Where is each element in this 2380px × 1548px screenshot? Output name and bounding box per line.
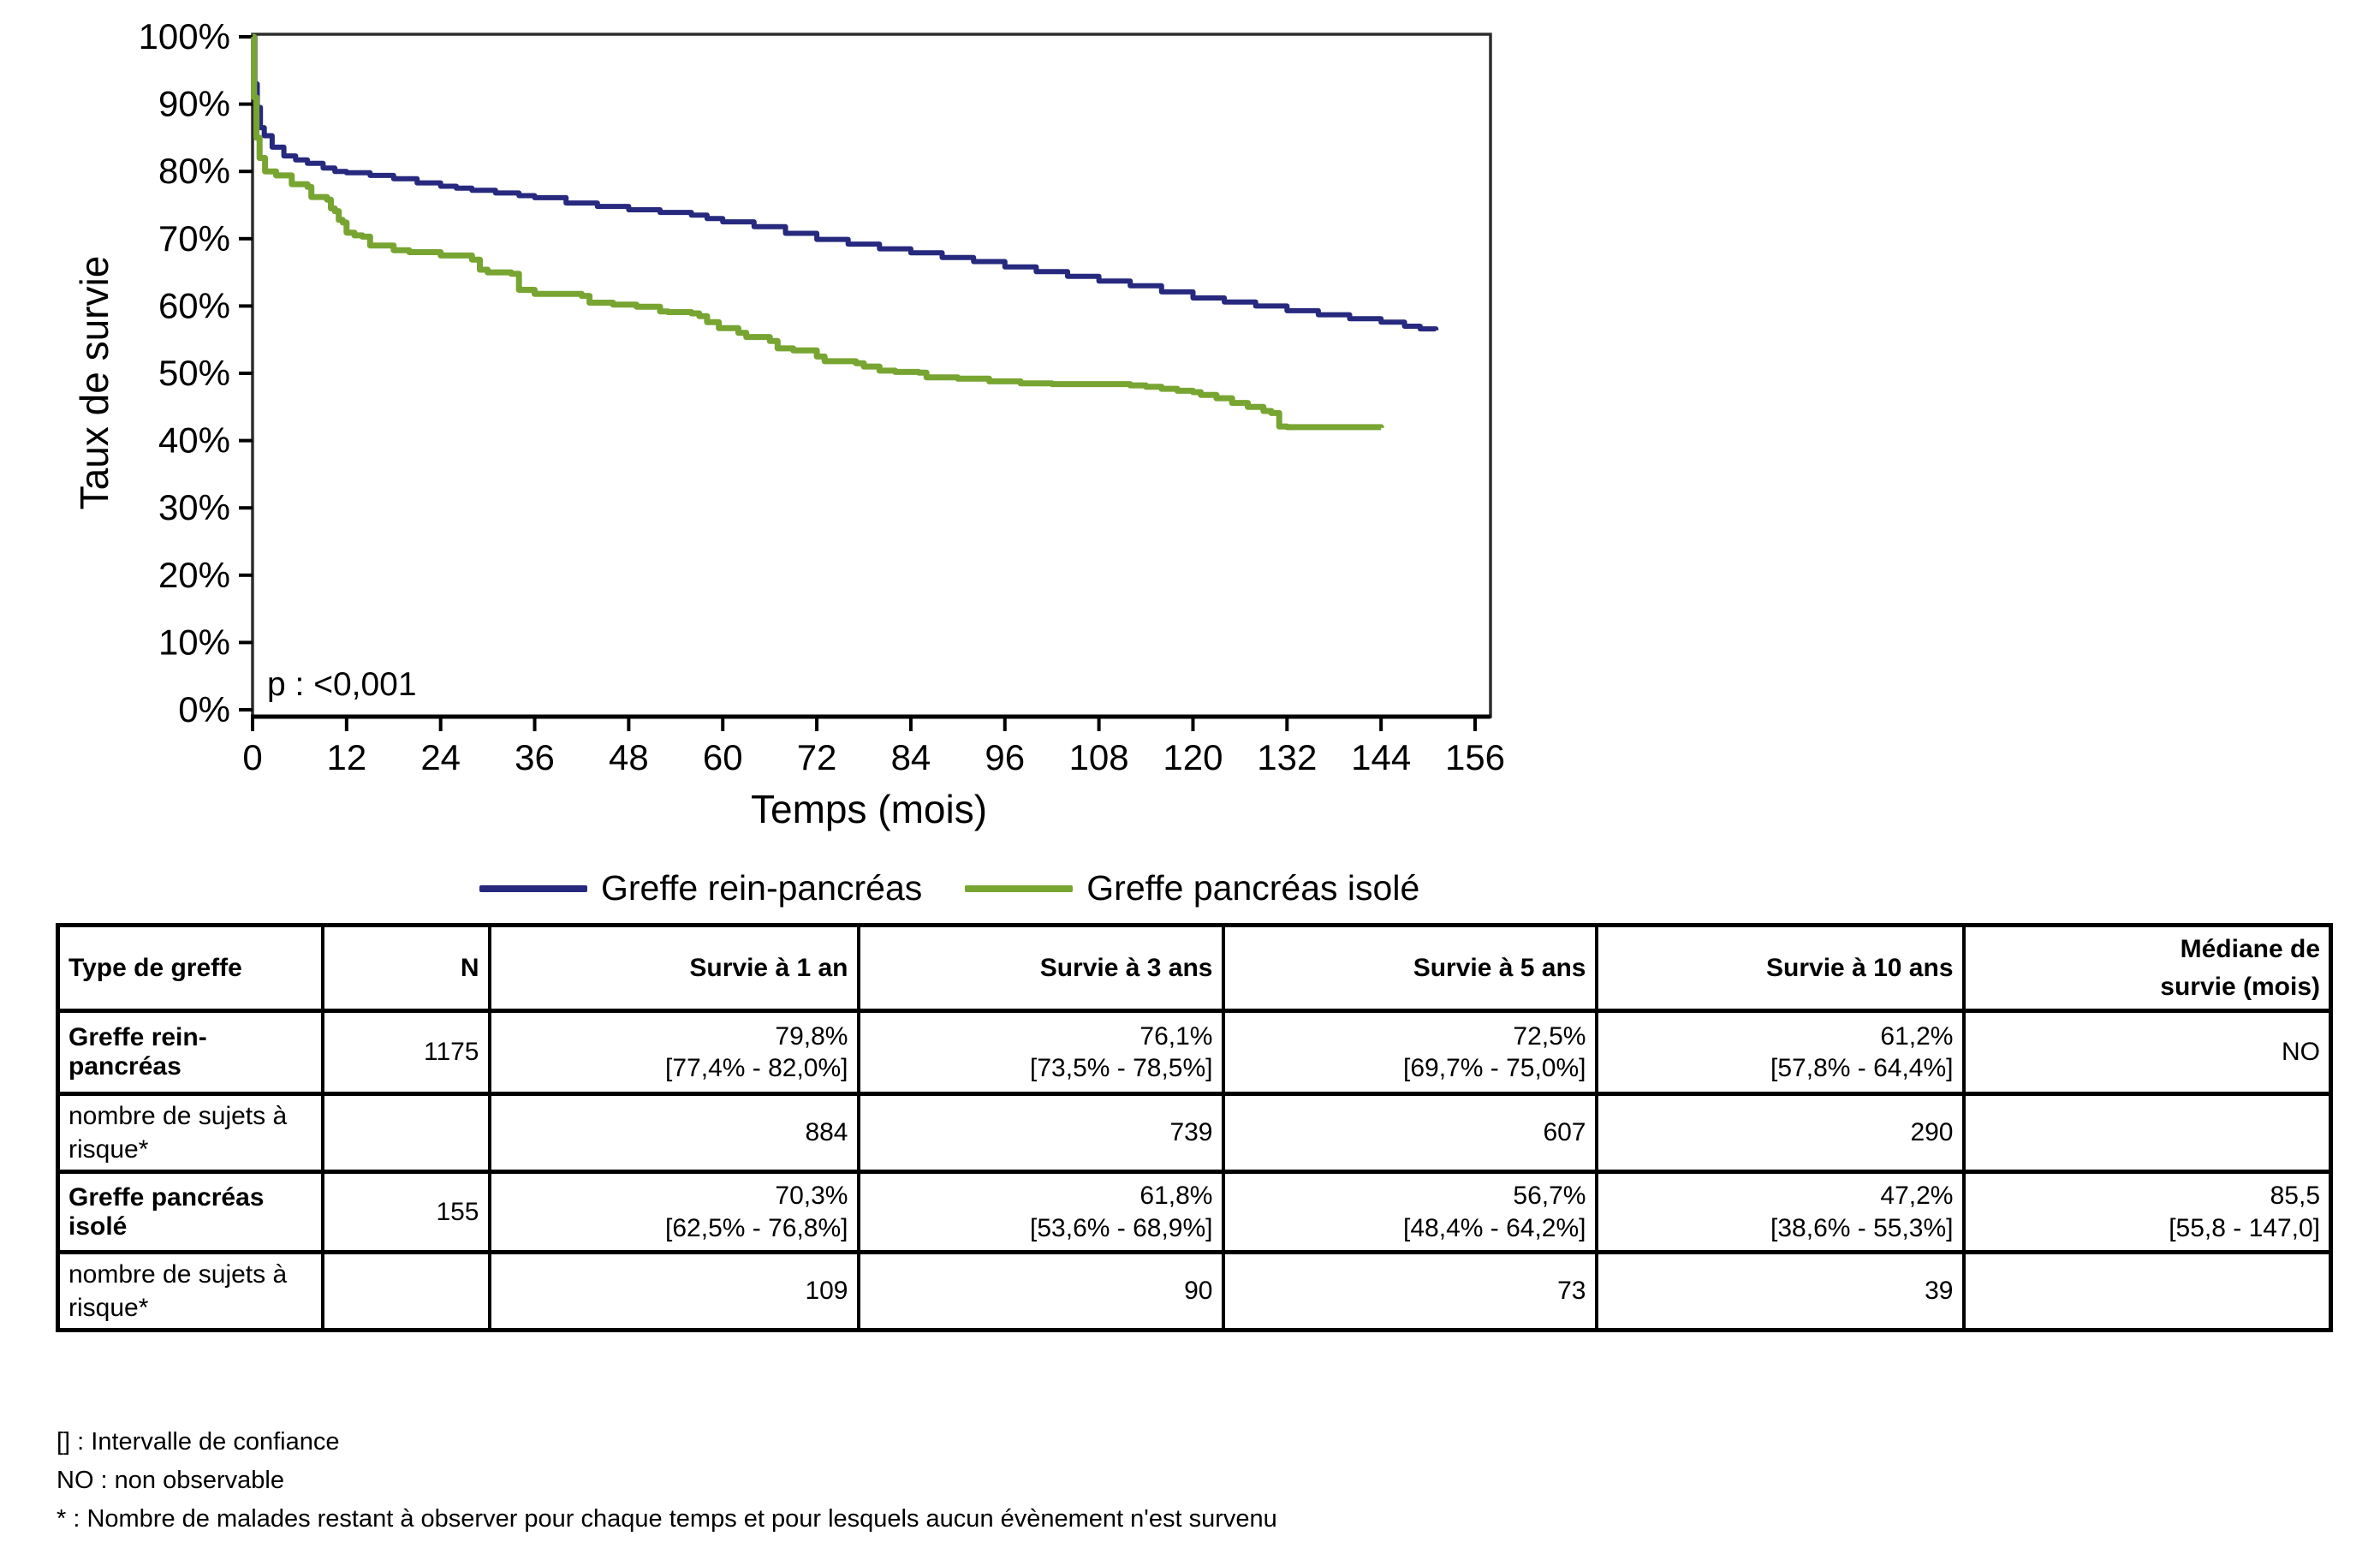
row-n [320,1092,491,1174]
table-row: nombre de sujets à risque* 109 90 73 39 [56,1250,2333,1332]
x-tick-label: 60 [703,737,743,777]
x-tick-label: 108 [1069,737,1129,777]
x-tick-label: 144 [1351,737,1411,777]
row-n [320,1250,491,1332]
cell-mediane [1961,1092,2333,1174]
survival-chart: 100% 90% 80% 70% 60% 50% 40% 30% 20% 10% 0% 0 12 24 36… [0,0,1541,920]
x-tick-label: 120 [1163,737,1223,777]
row-label: Greffe pancréas isolé [56,1170,324,1254]
y-tick-label: 60% [158,285,230,325]
cell-mediane [1961,1250,2333,1332]
cell-risque-1an: 884 [487,1092,860,1174]
header-survie-10-ans: Survie à 10 ans [1594,923,1966,1013]
y-tick-label: 20% [158,555,230,595]
cell-mediane: NO [1961,1009,2333,1096]
cell-survie-10ans: 61,2% [57,8% - 64,4%] [1594,1009,1966,1096]
cell-risque-10ans: 39 [1594,1250,1966,1332]
footnote-confidence-interval: [] : Intervalle de confiance [57,1428,340,1456]
header-mediane: Médiane de survie (mois) [1961,923,2333,1013]
row-label: nombre de sujets à risque* [56,1250,324,1332]
cell-risque-3ans: 739 [856,1092,1225,1174]
chart-legend: Greffe rein-pancréas Greffe pancréas iso… [479,868,1419,908]
cell-risque-5ans: 607 [1221,1092,1598,1174]
cell-mediane: 85,5 [55,8 - 147,0] [1961,1170,2333,1254]
table-row: Greffe rein-pancréas 1175 79,8% [77,4% - … [56,1009,2333,1096]
y-tick-label: 70% [158,218,230,259]
cell-survie-3ans: 61,8% [53,6% - 68,9%] [856,1170,1225,1254]
x-tick-label: 36 [515,737,555,777]
footnote-no: NO : non observable [57,1467,284,1494]
y-tick-label: 100% [139,16,230,57]
survival-table-container: Type de greffe N Survie à 1 an Survie à … [56,923,2333,1332]
p-value-annotation: p : <0,001 [267,666,417,703]
km-plot-svg: 100% 90% 80% 70% 60% 50% 40% 30% 20% 10% 0% 0 12 24 36… [139,16,1505,777]
series-pancreas-isole [251,33,1384,431]
row-n: 1175 [320,1009,491,1096]
cell-risque-3ans: 90 [856,1250,1225,1332]
cell-risque-1an: 109 [487,1250,860,1332]
y-tick-label: 90% [158,84,230,124]
legend-label-rein-pancreas: Greffe rein-pancréas [601,868,923,908]
x-tick-label: 156 [1445,737,1505,777]
row-label: nombre de sujets à risque* [56,1092,324,1174]
cell-survie-1an: 79,8% [77,4% - 82,0%] [487,1009,860,1096]
table-row: nombre de sujets à risque* 884 739 607 2… [56,1092,2333,1174]
y-tick-label: 80% [158,151,230,191]
x-tick-label: 24 [420,737,461,777]
x-tick-label: 132 [1257,737,1317,777]
header-survie-3-ans: Survie à 3 ans [856,923,1225,1013]
table-header-row: Type de greffe N Survie à 1 an Survie à … [56,923,2333,1013]
y-tick-label: 40% [158,420,230,461]
survival-table: Type de greffe N Survie à 1 an Survie à … [56,923,2333,1332]
cell-survie-1an: 70,3% [62,5% - 76,8%] [487,1170,860,1254]
table-row: Greffe pancréas isolé 155 70,3% [62,5% - … [56,1170,2333,1254]
x-tick-label: 48 [609,737,649,777]
row-label: Greffe rein-pancréas [56,1009,324,1096]
legend-label-pancreas-isole: Greffe pancréas isolé [1086,868,1420,908]
cell-risque-5ans: 73 [1221,1250,1598,1332]
y-tick-label: 50% [158,353,230,393]
x-tick-label: 84 [891,737,931,777]
footnote-at-risk: * : Nombre de malades restant à observer… [57,1505,1277,1533]
cell-survie-5ans: 72,5% [69,7% - 75,0%] [1221,1009,1598,1096]
cell-survie-5ans: 56,7% [48,4% - 64,2%] [1221,1170,1598,1254]
y-tick-label: 30% [158,487,230,527]
y-tick-label: 10% [158,622,230,662]
cell-survie-3ans: 76,1% [73,5% - 78,5%] [856,1009,1225,1096]
x-tick-label: 12 [326,737,366,777]
x-tick-label: 96 [985,737,1025,777]
header-n: N [320,923,491,1013]
legend-line-rein-pancreas-icon [479,884,587,892]
cell-risque-10ans: 290 [1594,1092,1966,1174]
legend-line-pancreas-isole-icon [965,884,1074,892]
y-tick-label: 0% [178,689,230,729]
x-tick-label: 0 [242,737,262,777]
row-n: 155 [320,1170,491,1254]
header-survie-1-an: Survie à 1 an [487,923,860,1013]
header-survie-5-ans: Survie à 5 ans [1221,923,1598,1013]
y-axis-title: Taux de survie [72,255,116,510]
x-tick-label: 72 [797,737,837,777]
series-rein-pancreas [252,34,1439,332]
header-type-de-greffe: Type de greffe [56,923,324,1013]
x-axis-title: Temps (mois) [750,787,988,831]
plot-frame [251,33,1492,718]
cell-survie-10ans: 47,2% [38,6% - 55,3%] [1594,1170,1966,1254]
